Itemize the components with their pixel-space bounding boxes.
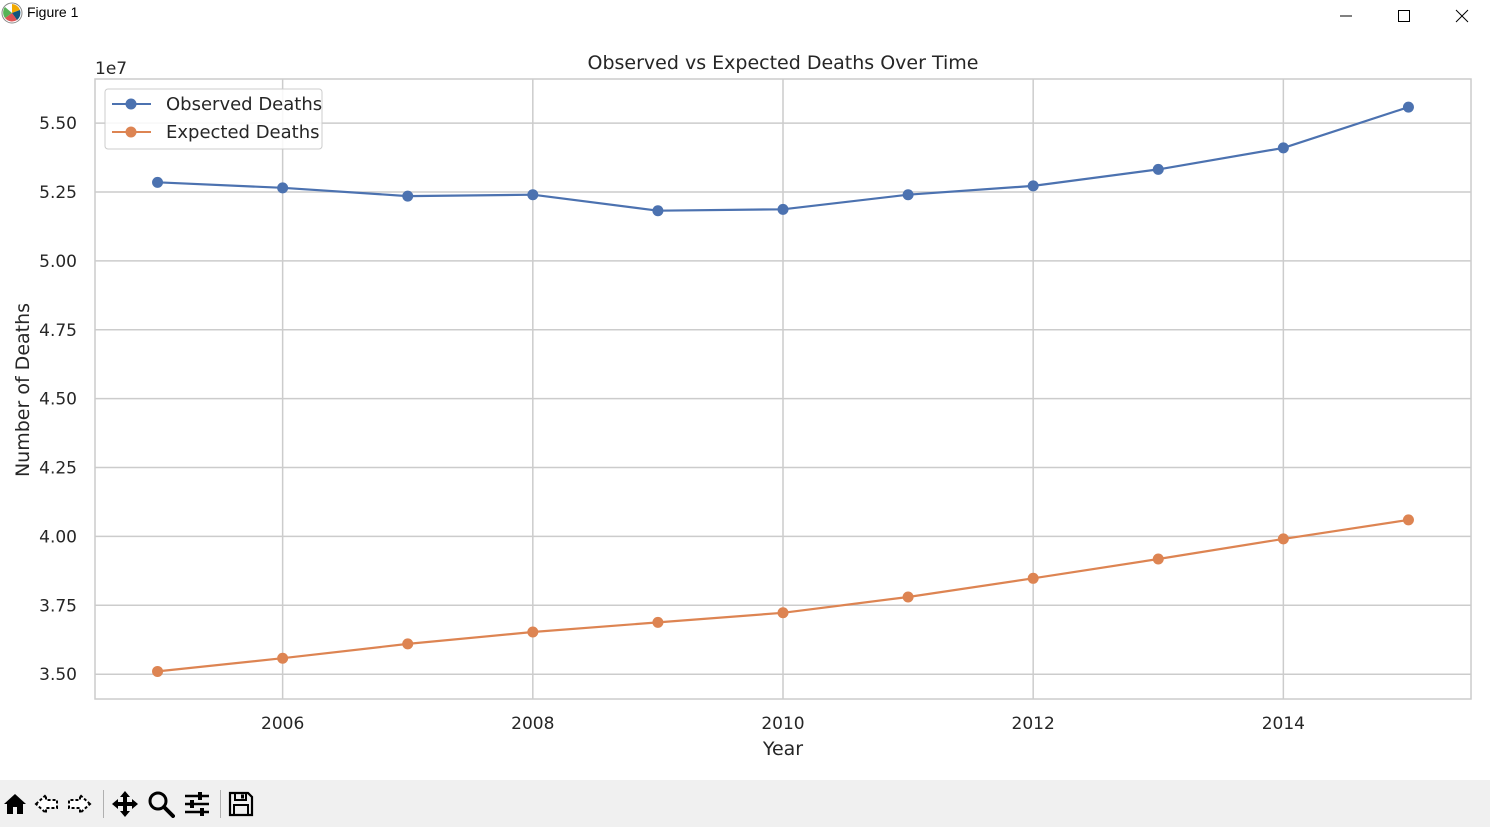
- data-point-observed-deaths: [652, 205, 664, 217]
- back-button[interactable]: [32, 789, 62, 819]
- forward-button[interactable]: [64, 789, 94, 819]
- y-tick-label: 3.50: [39, 665, 77, 685]
- data-point-expected-deaths: [152, 665, 164, 677]
- x-tick-label: 2010: [761, 714, 804, 734]
- data-point-observed-deaths: [277, 182, 289, 194]
- y-tick-label: 5.50: [39, 114, 77, 134]
- y-tick-label: 5.00: [39, 252, 77, 272]
- minimize-button[interactable]: [1317, 0, 1375, 31]
- series-layer: [152, 101, 1414, 677]
- maximize-icon: [1398, 9, 1410, 22]
- y-offset-label: 1e7: [95, 59, 127, 79]
- y-tick-label: 4.00: [39, 527, 77, 547]
- save-disk-icon: [228, 791, 254, 817]
- legend: Observed Deaths Expected Deaths: [104, 88, 323, 150]
- maximize-button[interactable]: [1375, 0, 1433, 31]
- x-tick-label: 2008: [511, 714, 554, 734]
- y-tick-label: 4.25: [39, 459, 77, 479]
- legend-item-observed: Observed Deaths: [112, 94, 322, 115]
- window-titlebar: Figure 1: [0, 0, 1490, 31]
- x-tick-label: 2006: [261, 714, 304, 734]
- tick-labels: 2006 2008 2010 2012 2014 3.50 3.75 4.00 4.25 4.50…: [39, 114, 1305, 734]
- y-tick-label: 5.25: [39, 183, 77, 203]
- back-arrow-icon: [34, 792, 58, 816]
- data-point-expected-deaths: [1027, 572, 1039, 584]
- home-icon: [4, 794, 26, 814]
- line-chart: 2006 2008 2010 2012 2014 3.50 3.75 4.00 4.25 4.50…: [12, 52, 1472, 760]
- close-button[interactable]: [1433, 0, 1490, 31]
- x-tick-label: 2014: [1262, 714, 1305, 734]
- home-button[interactable]: [0, 789, 30, 819]
- data-point-expected-deaths: [777, 607, 789, 619]
- navigation-toolbar: [0, 780, 1490, 827]
- data-point-expected-deaths: [1152, 553, 1164, 565]
- toolbar-separator: [103, 790, 104, 818]
- data-point-observed-deaths: [402, 190, 414, 202]
- data-point-observed-deaths: [527, 189, 539, 201]
- minimize-icon: [1340, 15, 1352, 16]
- data-point-expected-deaths: [1277, 533, 1289, 545]
- pan-button[interactable]: [110, 789, 140, 819]
- y-tick-label: 4.50: [39, 390, 77, 410]
- forward-arrow-icon: [68, 792, 92, 816]
- legend-box: [104, 88, 323, 150]
- pan-move-icon: [112, 791, 138, 817]
- chart-title: Observed vs Expected Deaths Over Time: [588, 52, 979, 74]
- data-point-observed-deaths: [152, 176, 164, 188]
- y-axis-label: Number of Deaths: [12, 303, 34, 477]
- data-point-expected-deaths: [652, 616, 664, 628]
- data-point-observed-deaths: [1152, 163, 1164, 175]
- matplotlib-logo-icon: [1, 2, 23, 24]
- grid-lines: [95, 79, 1471, 699]
- configure-subplots-button[interactable]: [182, 789, 212, 819]
- legend-item-expected: Expected Deaths: [112, 122, 320, 143]
- configure-subplots-icon: [185, 792, 209, 816]
- data-point-observed-deaths: [1277, 142, 1289, 154]
- plot-frame: [94, 78, 1472, 700]
- data-point-expected-deaths: [277, 652, 289, 664]
- y-tick-label: 3.75: [39, 596, 77, 616]
- legend-marker-observed-deaths: [125, 98, 137, 110]
- zoom-magnifier-icon: [148, 791, 175, 818]
- data-point-expected-deaths: [1402, 514, 1414, 526]
- data-point-expected-deaths: [402, 638, 414, 650]
- close-icon: [1455, 9, 1469, 22]
- save-button[interactable]: [226, 789, 256, 819]
- data-point-observed-deaths: [1027, 180, 1039, 192]
- data-point-observed-deaths: [902, 189, 914, 201]
- window-title: Figure 1: [27, 4, 79, 20]
- legend-label-expected: Expected Deaths: [166, 122, 320, 143]
- x-axis-label: Year: [762, 738, 803, 760]
- data-point-observed-deaths: [777, 203, 789, 215]
- legend-label-observed: Observed Deaths: [166, 94, 322, 115]
- x-tick-label: 2012: [1012, 714, 1055, 734]
- figure-canvas[interactable]: 2006 2008 2010 2012 2014 3.50 3.75 4.00 4.25 4.50…: [0, 31, 1490, 780]
- data-point-expected-deaths: [902, 591, 914, 603]
- legend-marker-expected-deaths: [125, 126, 137, 138]
- y-tick-label: 4.75: [39, 321, 77, 341]
- zoom-button[interactable]: [146, 789, 176, 819]
- data-point-expected-deaths: [527, 626, 539, 638]
- data-point-observed-deaths: [1402, 101, 1414, 113]
- toolbar-separator: [220, 790, 221, 818]
